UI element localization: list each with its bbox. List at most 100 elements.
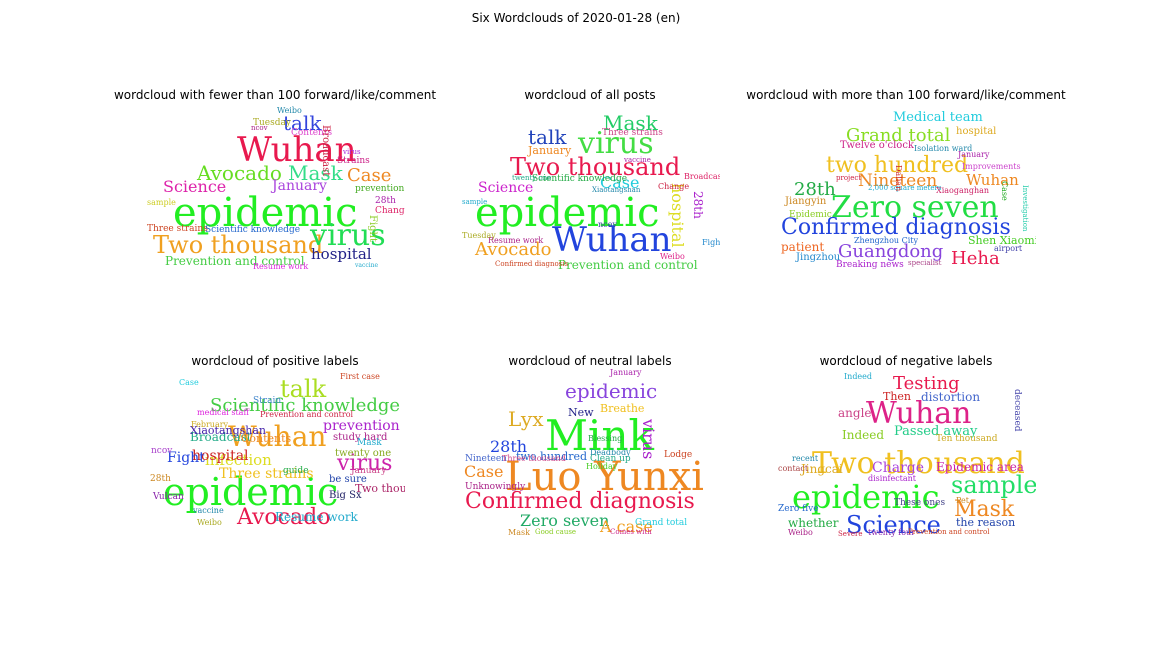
wordcloud-word: virus	[639, 419, 658, 460]
wordcloud-word: be sure	[329, 474, 367, 485]
wordcloud-word: Xiaotangshan	[190, 424, 267, 437]
wordcloud-word: Clean up	[590, 454, 631, 464]
wordcloud-word: Case	[347, 165, 392, 186]
wordcloud-word: ncov	[598, 220, 617, 229]
wordcloud-word: Mask	[508, 528, 530, 537]
wordcloud-word: Lodge	[664, 450, 693, 460]
wordcloud-word: Change	[375, 206, 405, 216]
wordcloud-word: angle	[838, 406, 872, 420]
wordcloud-word: Resume work	[253, 262, 309, 271]
wordcloud-word: January	[272, 178, 327, 194]
wordcloud-word: Luo Yunxi	[505, 454, 704, 500]
wordcloud-word: Contents	[291, 128, 333, 138]
panel-title: wordcloud of all posts	[524, 88, 656, 102]
wordcloud-word: twenty one	[512, 174, 552, 182]
wordcloud-word: Zhengzhou City	[854, 236, 919, 245]
wordcloud-word: 28th	[490, 437, 528, 456]
wordcloud-word: Mask	[288, 161, 343, 185]
panel-title: wordcloud of positive labels	[191, 354, 359, 368]
wordcloud-word: Unknowingly	[465, 482, 526, 492]
wordcloud-panel: Luo Yunxi Mink Confirmed diagnosis epidemic…	[460, 369, 720, 537]
wordcloud-word: February	[191, 420, 229, 429]
wordcloud-word: Twelve o'clock	[840, 140, 914, 151]
wordcloud-word: hospital	[311, 245, 372, 263]
wordcloud-word: Indeed	[844, 372, 873, 381]
wordcloud-word: Investigation	[1021, 185, 1029, 232]
wordcloud-word: prevention	[323, 418, 400, 434]
panel-title: wordcloud of negative labels	[819, 354, 993, 368]
wordcloud-word: Strain	[253, 396, 282, 406]
wordcloud-word: These ones	[894, 498, 946, 508]
wordcloud-word: sample	[147, 198, 176, 207]
wordcloud-word: Science	[846, 511, 941, 537]
wordcloud-word: Two thousand	[510, 153, 681, 181]
wordcloud-word: Jingcai	[801, 462, 843, 476]
wordcloud-word: the reason	[956, 516, 1016, 529]
wordcloud-word: project	[836, 174, 862, 182]
wordcloud-word: Pet	[956, 496, 969, 505]
wordcloud-word: Mask	[603, 111, 658, 135]
wordcloud-word: ncov	[151, 446, 173, 456]
wordcloud-word: Tuesday	[462, 231, 496, 240]
wordcloud-word: Charge	[872, 460, 925, 476]
wordcloud-word: Resume work	[488, 236, 544, 245]
wordcloud-word: Epidemic area	[936, 460, 1024, 474]
wordcloud-word: Big Sx	[329, 490, 362, 501]
panel-title: wordcloud with fewer than 100 forward/li…	[113, 88, 437, 102]
wordcloud-word: Ten thousand	[936, 434, 998, 444]
wordcloud-word: Indeed	[842, 428, 885, 442]
wordcloud-word: Isolation ward	[914, 144, 973, 153]
wordcloud-word: Mink	[545, 411, 654, 460]
wordcloud-word: Tuesday	[253, 118, 291, 128]
wordcloud-word: Scientific knowledge	[210, 395, 401, 416]
wordcloud-word: talk	[528, 125, 567, 149]
wordcloud-word: Deadbody	[590, 448, 631, 457]
wordcloud-word: Testing	[893, 373, 960, 394]
wordcloud-word: Case	[1000, 181, 1009, 201]
wordcloud-word: Scientific knowledge	[532, 174, 628, 184]
wordcloud-word: Contents	[241, 432, 292, 445]
wordcloud-word: Strains	[337, 156, 370, 166]
wordcloud-word: medical staff	[197, 408, 250, 417]
wordcloud-word: Shen Xiaoming	[968, 234, 1036, 247]
wordcloud-word: Guangdong	[838, 241, 944, 262]
wordcloud-panel: Two thousand epidemic Wuhan Science sample Ma…	[776, 369, 1036, 538]
wordcloud-word: epidemic	[163, 470, 339, 514]
wordcloud-word: Vulcan	[153, 492, 184, 502]
wordcloud-word: sample	[951, 471, 1036, 499]
wordcloud-word: virus	[578, 126, 654, 161]
wordcloud-word: 28th	[375, 196, 396, 206]
wordcloud-word: Breaking news	[836, 260, 904, 270]
wordcloud-word: Resume work	[275, 510, 358, 524]
wordcloud-word: New	[568, 406, 594, 419]
wordcloud-word: Prevention and control	[260, 410, 354, 419]
wordcloud-word: Comes with	[610, 528, 652, 536]
wordcloud-word: Zero five	[778, 504, 819, 514]
wordcloud-panel: epidemic Wuhan Two thousand virus Avocado Mas…	[145, 105, 405, 273]
wordcloud-word: Avocado	[475, 239, 552, 260]
wordcloud-word: Case	[179, 378, 199, 387]
wordcloud-word: Prevention and control	[165, 254, 305, 268]
wordcloud-word: Three strains	[147, 224, 208, 234]
wordcloud-word: Avocado	[237, 505, 331, 530]
wordcloud-word: Passed away	[894, 424, 978, 439]
wordcloud-word: Three thousand	[502, 454, 566, 463]
wordcloud-word: Prevention and control	[558, 258, 698, 272]
wordcloud-word: Fight	[367, 215, 378, 242]
wordcloud-word: Jiangyin	[785, 196, 827, 207]
wordcloud-word: Then	[883, 390, 912, 403]
wordcloud-word: Zero seven	[520, 511, 610, 530]
wordcloud-word: talk	[280, 375, 327, 403]
wordcloud-panel: epidemic Wuhan Two thousand virus Mask Avocad…	[460, 105, 720, 273]
wordcloud-word: Confirmed diagnosis	[495, 260, 569, 268]
wordcloud-word: Nineteen	[858, 171, 938, 191]
wordcloud-word: Two thousand	[355, 482, 405, 495]
wordcloud-word: talk	[283, 111, 322, 135]
wordcloud-word: epidemic	[475, 190, 660, 236]
wordcloud-word: epidemic	[173, 190, 358, 236]
wordcloud-word: Mask	[357, 438, 382, 448]
wordcloud-word: Two thousand	[812, 446, 1025, 481]
wordcloud-word: Wuhan	[866, 396, 972, 431]
wordcloud-word: Blessing	[588, 434, 623, 443]
wordcloud-word: Wuhan	[966, 171, 1019, 189]
